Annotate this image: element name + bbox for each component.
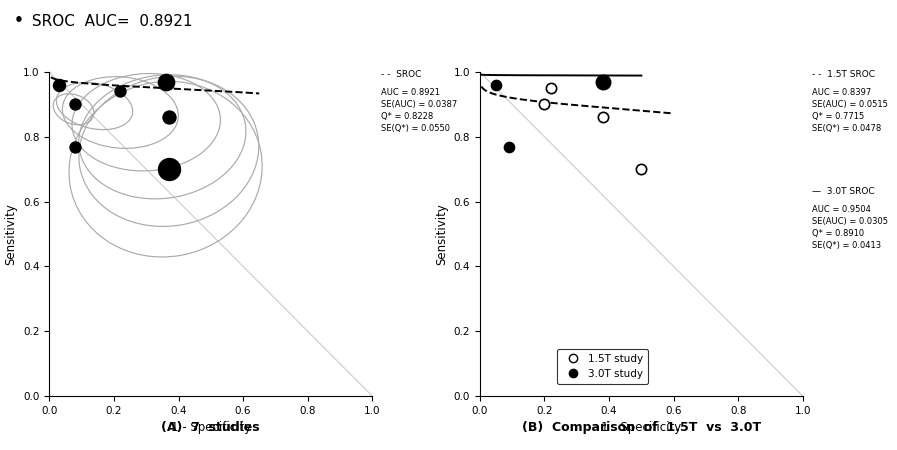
Text: AUC = 0.8397
SE(AUC) = 0.0515
Q* = 0.7715
SE(Q*) = 0.0478: AUC = 0.8397 SE(AUC) = 0.0515 Q* = 0.771… xyxy=(812,88,888,133)
Point xyxy=(52,81,66,89)
Point xyxy=(596,114,610,121)
Text: - -  1.5T SROC: - - 1.5T SROC xyxy=(812,70,875,79)
Text: - -  SROC: - - SROC xyxy=(381,70,422,79)
Legend: 1.5T study, 3.0T study: 1.5T study, 3.0T study xyxy=(557,349,648,384)
Text: •: • xyxy=(13,14,23,28)
Point xyxy=(113,88,127,95)
Text: —  3.0T SROC: — 3.0T SROC xyxy=(812,187,875,196)
Text: (B)  Comparison  of  1.5T  vs  3.0T: (B) Comparison of 1.5T vs 3.0T xyxy=(522,421,761,434)
Point xyxy=(634,166,649,173)
Point xyxy=(501,143,516,150)
Point xyxy=(537,101,552,108)
X-axis label: 1 - Specificity: 1 - Specificity xyxy=(601,421,682,434)
Y-axis label: Sensitivity: Sensitivity xyxy=(4,203,18,265)
Point xyxy=(596,78,610,86)
Point xyxy=(161,166,176,173)
Point xyxy=(68,101,83,108)
Text: AUC = 0.8921
SE(AUC) = 0.0387
Q* = 0.8228
SE(Q*) = 0.0550: AUC = 0.8921 SE(AUC) = 0.0387 Q* = 0.822… xyxy=(381,88,457,133)
Text: (A)  7  studies: (A) 7 studies xyxy=(161,421,260,434)
Point xyxy=(544,85,558,92)
Point xyxy=(161,114,176,121)
Text: AUC = 0.9504
SE(AUC) = 0.0305
Q* = 0.8910
SE(Q*) = 0.0413: AUC = 0.9504 SE(AUC) = 0.0305 Q* = 0.891… xyxy=(812,205,888,250)
Point xyxy=(68,143,83,150)
X-axis label: 1 - Specificity: 1 - Specificity xyxy=(170,421,251,434)
Text: SROC  AUC=  0.8921: SROC AUC= 0.8921 xyxy=(27,14,193,28)
Point xyxy=(159,78,173,86)
Y-axis label: Sensitivity: Sensitivity xyxy=(435,203,448,265)
Point xyxy=(489,81,503,89)
